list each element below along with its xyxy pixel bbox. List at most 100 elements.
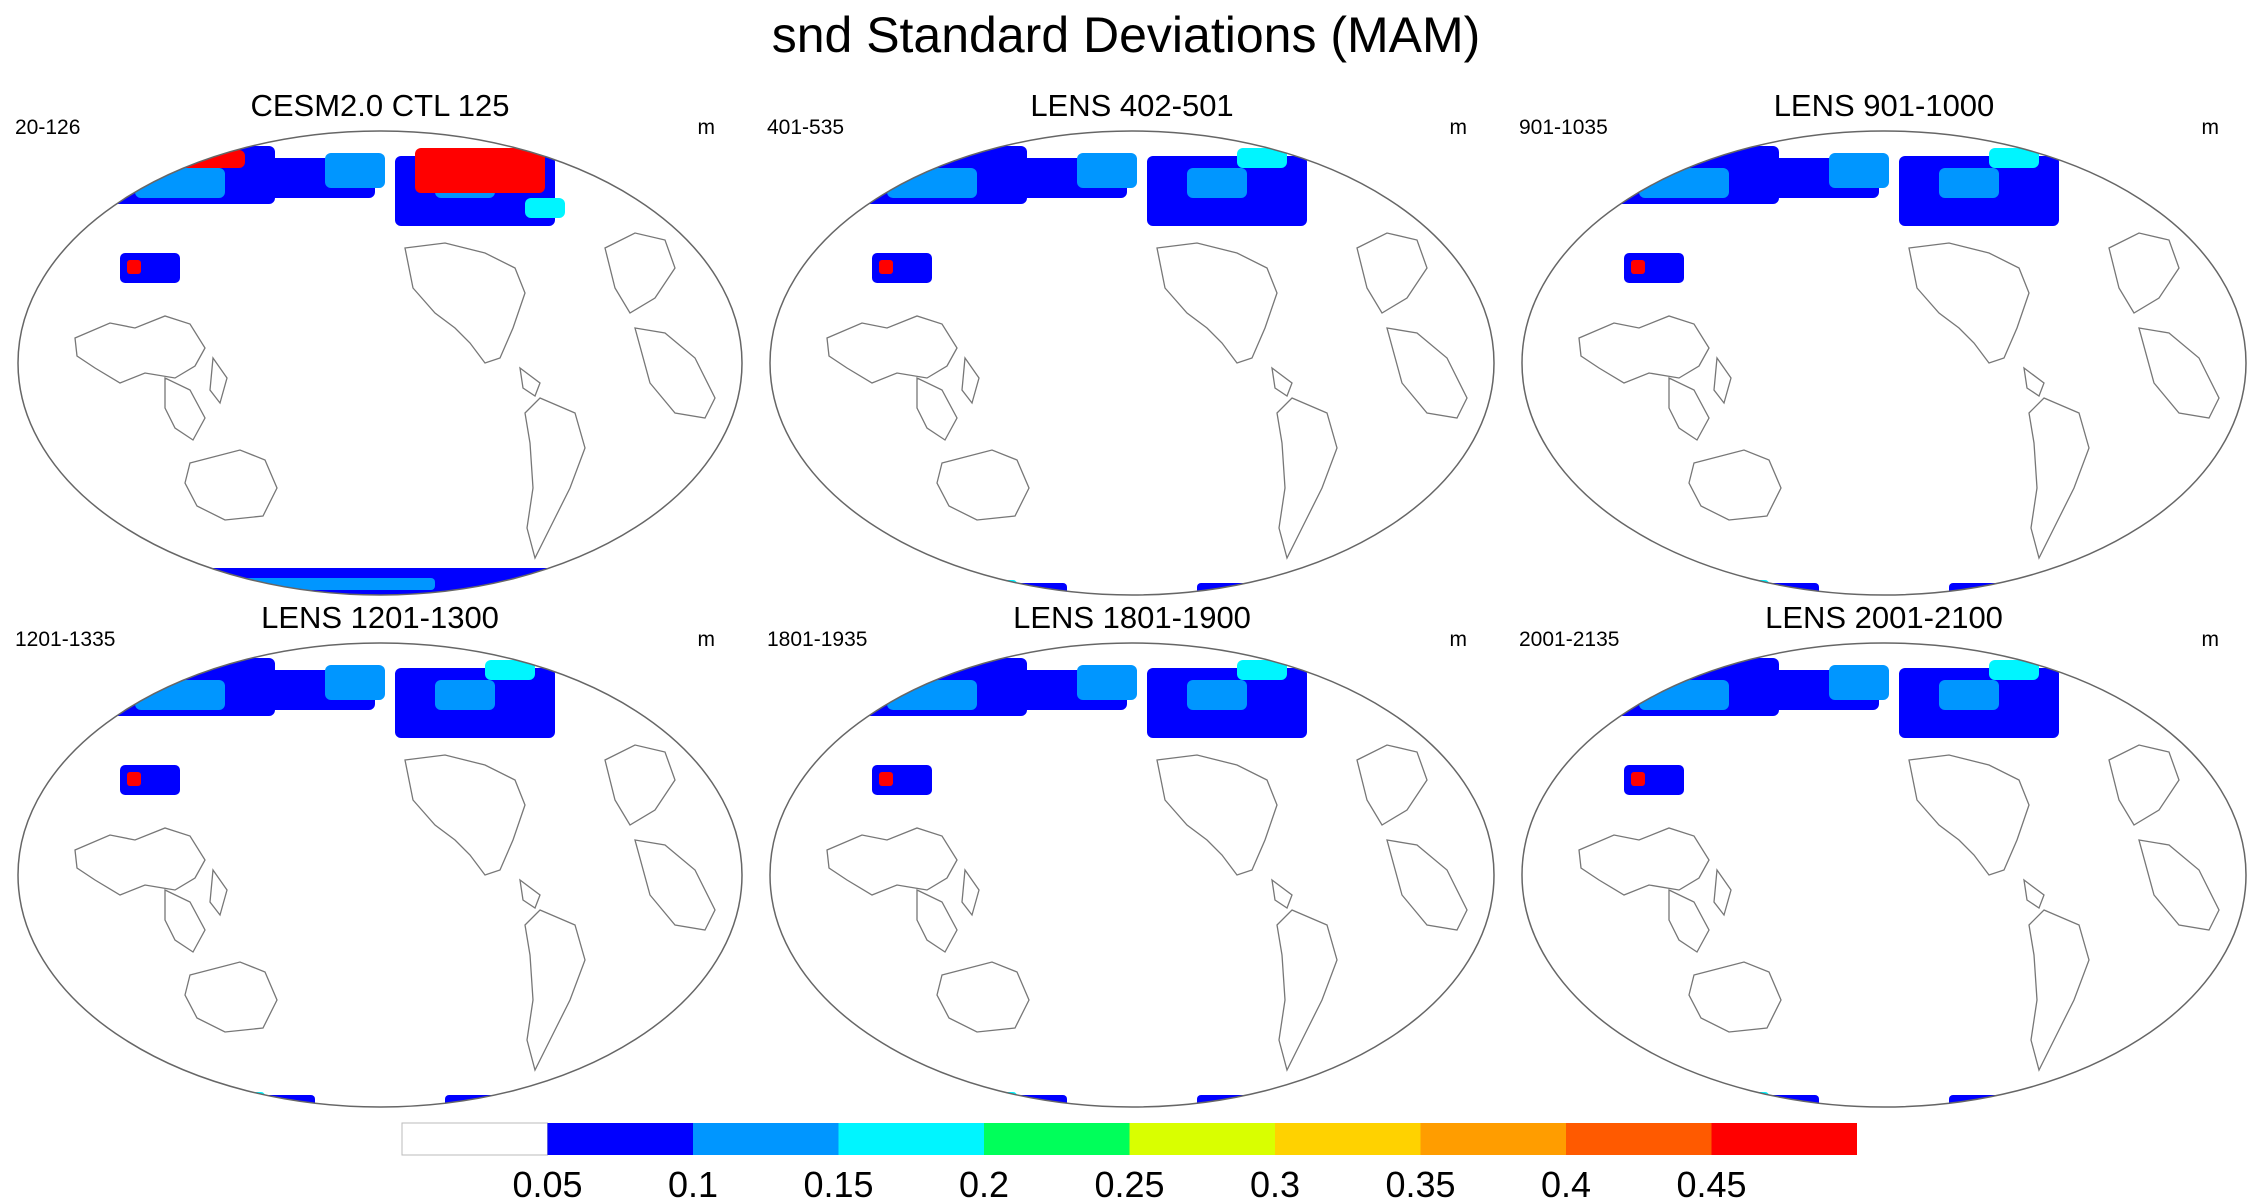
colorbar-tick-label: 0.1 bbox=[668, 1164, 718, 1203]
coastline bbox=[936, 961, 1030, 1033]
colorbar-tick-label: 0.35 bbox=[1385, 1164, 1455, 1203]
snow-field bbox=[1367, 156, 1407, 181]
map-projection bbox=[17, 130, 743, 596]
panel-units-label: m bbox=[1449, 628, 1468, 651]
panel-range-label: 401-535 bbox=[767, 116, 845, 139]
snow-field bbox=[2119, 668, 2159, 693]
snow-field bbox=[1631, 772, 1645, 786]
coastline bbox=[164, 888, 206, 953]
coastline bbox=[785, 709, 823, 741]
snow-field bbox=[235, 578, 435, 590]
snow-field bbox=[1989, 148, 2039, 168]
coastline bbox=[2028, 909, 2090, 1072]
map-outline bbox=[769, 642, 1495, 1108]
coastline bbox=[1688, 961, 1782, 1033]
coastline bbox=[2023, 878, 2045, 909]
snow-field bbox=[887, 168, 977, 198]
snow-field bbox=[887, 680, 977, 710]
coastline bbox=[604, 232, 676, 314]
coastline bbox=[1276, 397, 1338, 560]
panel-range-label: 1201-1335 bbox=[15, 628, 116, 651]
colorbar: 0.05 0.1 0.15 0.2 0.25 0.3 0.35 0.4 0.45 bbox=[401, 1122, 1857, 1203]
snow-field bbox=[1639, 680, 1729, 710]
coastline bbox=[209, 356, 228, 405]
coastline bbox=[209, 868, 228, 917]
coastline bbox=[1578, 315, 1710, 384]
coastline bbox=[1276, 909, 1338, 1072]
map-panel-4: LENS 1201-1300 1201-1335 m bbox=[5, 600, 755, 1120]
colorbar-segment bbox=[1420, 1123, 1566, 1155]
coastline bbox=[1578, 827, 1710, 896]
panel-title: LENS 402-501 bbox=[1030, 88, 1234, 123]
coastline bbox=[184, 961, 278, 1033]
colorbar-segment bbox=[1711, 1123, 1857, 1155]
coastline bbox=[916, 376, 958, 441]
coastline bbox=[1713, 356, 1732, 405]
snow-field bbox=[1367, 668, 1407, 693]
snow-field bbox=[415, 148, 545, 193]
coastline bbox=[519, 366, 541, 397]
snow-field bbox=[485, 660, 535, 680]
snow-field bbox=[1829, 153, 1889, 188]
map-projection bbox=[1521, 642, 2247, 1108]
map-outline bbox=[769, 130, 1495, 596]
snow-field bbox=[435, 680, 495, 710]
coastline bbox=[604, 744, 676, 826]
figure-title: snd Standard Deviations (MAM) bbox=[771, 7, 1481, 63]
coastline bbox=[74, 315, 206, 384]
snow-field bbox=[127, 772, 141, 786]
snow-field bbox=[2119, 156, 2159, 181]
coastline bbox=[1156, 242, 1278, 364]
snow-field bbox=[165, 150, 245, 168]
snow-field bbox=[1829, 665, 1889, 700]
map-outline bbox=[17, 642, 743, 1108]
snow-field bbox=[1669, 583, 1819, 595]
snow-field bbox=[515, 583, 575, 595]
colorbar-segment bbox=[547, 1123, 693, 1155]
colorbar-tick-label: 0.2 bbox=[959, 1164, 1009, 1203]
snow-field bbox=[127, 260, 141, 274]
colorbar-tick-label: 0.4 bbox=[1541, 1164, 1591, 1203]
coastline bbox=[634, 839, 716, 931]
coastline bbox=[1668, 376, 1710, 441]
snow-field bbox=[135, 168, 225, 198]
colorbar-tick-label: 0.3 bbox=[1250, 1164, 1300, 1203]
coastline bbox=[1356, 744, 1428, 826]
coastline bbox=[2108, 232, 2180, 314]
coastline bbox=[826, 827, 958, 896]
panel-title: LENS 1801-1900 bbox=[1013, 600, 1251, 635]
colorbar-segment bbox=[693, 1123, 839, 1155]
coastline bbox=[74, 827, 206, 896]
snow-field bbox=[1669, 1095, 1819, 1107]
snow-field bbox=[1077, 153, 1137, 188]
snow-field bbox=[917, 1095, 1067, 1107]
coastline bbox=[634, 327, 716, 419]
map-outline bbox=[1521, 642, 2247, 1108]
coastline bbox=[2138, 327, 2220, 419]
coastline bbox=[961, 868, 980, 917]
coastline bbox=[1386, 839, 1468, 931]
coastline bbox=[1908, 242, 2030, 364]
map-outline bbox=[17, 130, 743, 596]
colorbar-tick-label: 0.25 bbox=[1094, 1164, 1164, 1203]
snow-field bbox=[1077, 665, 1137, 700]
coastline bbox=[1356, 232, 1428, 314]
coastline bbox=[1908, 754, 2030, 876]
map-projection bbox=[1521, 130, 2247, 596]
coastline bbox=[1537, 709, 1575, 741]
coastline bbox=[524, 909, 586, 1072]
panel-title: CESM2.0 CTL 125 bbox=[250, 88, 510, 123]
snow-field bbox=[1187, 680, 1247, 710]
panel-range-label: 20-126 bbox=[15, 116, 81, 139]
map-projection bbox=[769, 642, 1495, 1108]
map-projection bbox=[17, 642, 743, 1108]
snow-field bbox=[1949, 1095, 2109, 1107]
snow-field bbox=[325, 153, 385, 188]
colorbar-segment bbox=[1275, 1123, 1421, 1155]
snow-field bbox=[615, 156, 655, 181]
snow-field bbox=[525, 198, 565, 218]
snow-field bbox=[879, 260, 893, 274]
coastline bbox=[524, 397, 586, 560]
coastline bbox=[404, 754, 526, 876]
coastline bbox=[2108, 744, 2180, 826]
